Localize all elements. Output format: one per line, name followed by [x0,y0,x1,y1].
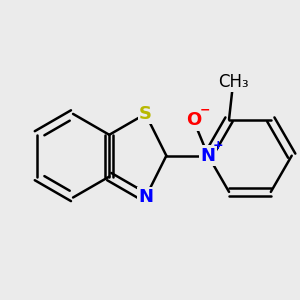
Text: N: N [138,188,153,206]
Text: −: − [200,103,210,116]
Text: O: O [186,111,201,129]
Text: CH₃: CH₃ [218,73,248,91]
Text: +: + [212,139,223,152]
Text: S: S [139,105,152,123]
Text: N: N [201,147,216,165]
